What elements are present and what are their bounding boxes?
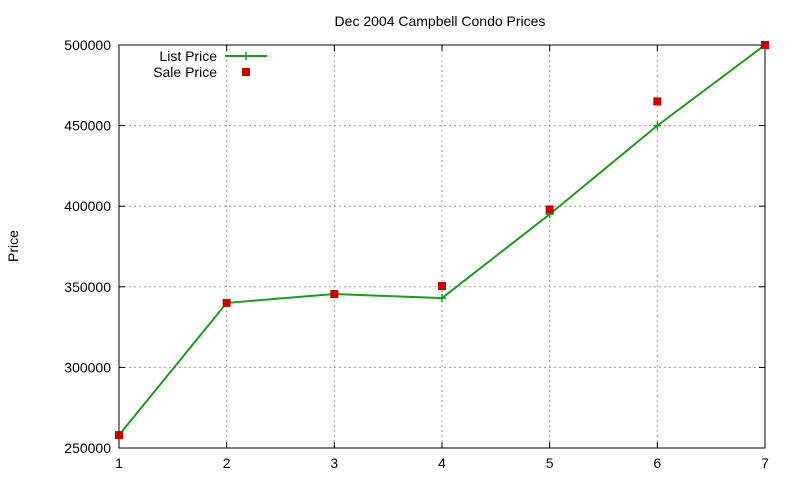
x-tick-label: 4 [438, 455, 446, 471]
x-tick-label: 5 [546, 455, 554, 471]
x-tick-label: 6 [653, 455, 661, 471]
sale-price-point [115, 431, 123, 440]
y-tick-label: 300000 [64, 359, 111, 375]
grid-lines [119, 45, 765, 448]
sale-price-point [545, 205, 554, 214]
legend-swatch-cross [242, 52, 250, 60]
y-tick-label: 500000 [64, 37, 111, 53]
x-tick-label: 2 [223, 455, 231, 471]
list-price-point [438, 294, 446, 303]
x-tick-label: 1 [115, 455, 123, 471]
x-tick-label: 3 [330, 455, 338, 471]
series-layer [115, 41, 769, 440]
y-tick-label: 350000 [64, 279, 111, 295]
y-axis-label: Price [5, 230, 21, 262]
sale-price-point [438, 281, 446, 290]
plot-frame [118, 44, 766, 449]
series-sale-price [115, 41, 769, 440]
y-tick-label: 450000 [64, 118, 111, 134]
sale-price-point [330, 290, 339, 299]
sale-price-point [761, 41, 769, 49]
legend-swatch-square [242, 68, 250, 76]
x-tick-label: 7 [761, 455, 769, 471]
chart-title: Dec 2004 Campbell Condo Prices [335, 13, 546, 29]
legend-label: List Price [159, 48, 217, 64]
y-tick-label: 400000 [64, 198, 111, 214]
sale-price-point [653, 97, 662, 106]
tick-labels: 1 2 3 4 5 6 7 250000 300000 350000 400000 450000 500… [64, 37, 769, 471]
y-tick-label: 250000 [64, 440, 111, 456]
sale-price-point [222, 298, 231, 307]
legend-label: Sale Price [153, 64, 217, 80]
list-price-point [653, 121, 662, 130]
